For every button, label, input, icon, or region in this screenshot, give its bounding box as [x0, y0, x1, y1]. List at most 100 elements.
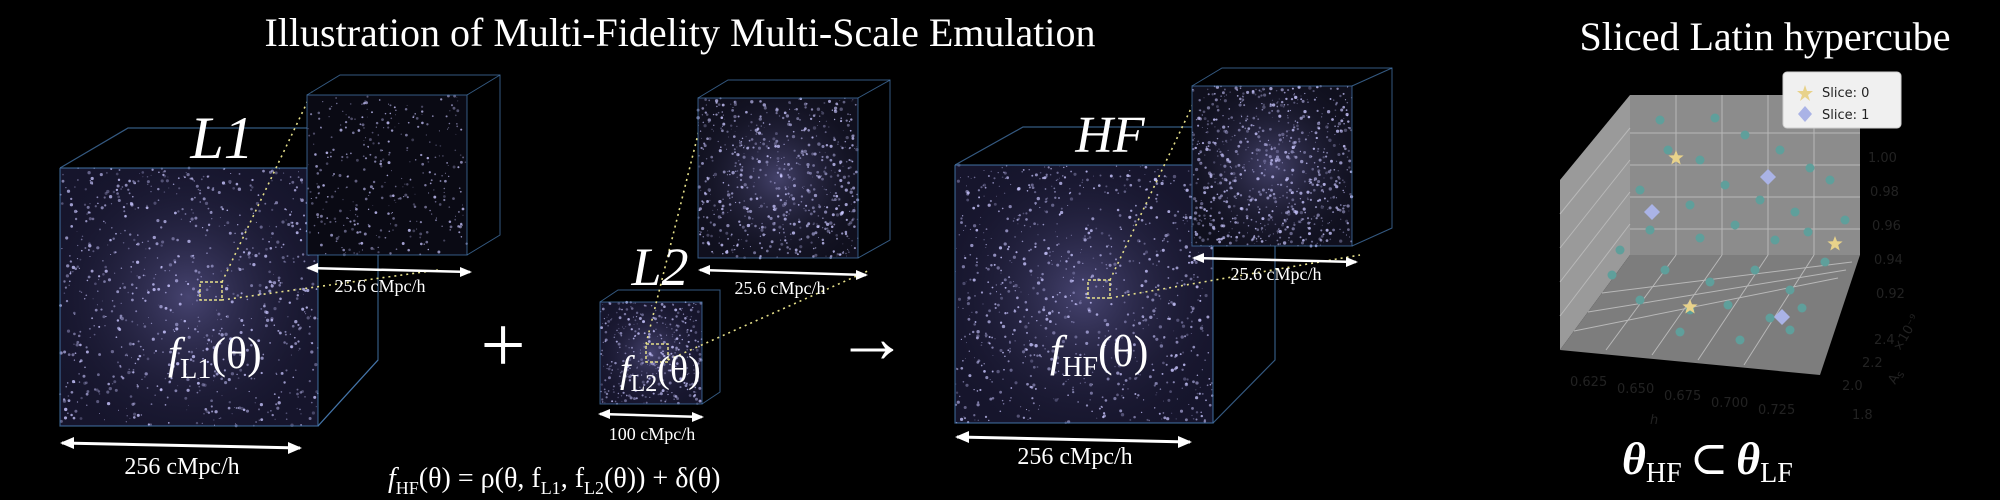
particle — [687, 303, 691, 307]
particle — [966, 302, 970, 306]
particle — [660, 351, 663, 354]
particle — [854, 147, 856, 149]
particle — [409, 161, 411, 163]
particle — [1255, 107, 1258, 109]
particle — [216, 319, 218, 321]
particle — [1151, 363, 1154, 366]
particle — [1186, 378, 1189, 381]
particle — [1290, 97, 1294, 101]
y-axis-label: As — [1885, 367, 1907, 388]
particle — [1259, 193, 1262, 196]
particle — [341, 246, 343, 249]
particle — [726, 223, 730, 228]
particle — [210, 363, 213, 366]
particle — [303, 260, 306, 263]
particle — [1123, 320, 1127, 324]
particle — [1325, 239, 1329, 242]
particle — [1223, 129, 1227, 133]
particle — [766, 164, 769, 166]
particle — [657, 335, 659, 337]
particle — [284, 330, 287, 333]
particle — [1010, 397, 1012, 399]
particle — [671, 345, 674, 349]
particle — [1218, 240, 1222, 244]
particle — [1223, 164, 1227, 168]
particle — [841, 232, 844, 235]
particle — [381, 118, 384, 121]
particle — [1286, 185, 1288, 188]
particle — [749, 209, 753, 213]
particle — [717, 215, 722, 219]
particle — [107, 278, 112, 282]
particle — [1244, 127, 1247, 130]
particle — [85, 346, 88, 349]
particle — [1101, 262, 1103, 264]
particle — [1154, 382, 1157, 385]
particle — [1159, 388, 1162, 390]
particle — [722, 170, 726, 174]
particle — [241, 353, 243, 355]
particle — [448, 175, 450, 178]
particle — [1299, 116, 1303, 120]
particle — [967, 296, 971, 300]
particle — [128, 179, 131, 183]
particle — [1014, 235, 1017, 238]
particle — [407, 121, 410, 124]
particle — [850, 203, 852, 205]
hf-zoom-cube — [1191, 67, 1393, 248]
particle — [311, 342, 314, 345]
particle — [1173, 355, 1177, 359]
particle — [1315, 136, 1318, 140]
particle — [853, 200, 856, 204]
particle — [1281, 212, 1283, 214]
particle — [1166, 355, 1168, 357]
particle — [1259, 165, 1262, 168]
particle — [1293, 126, 1296, 129]
particle — [292, 257, 295, 260]
particle — [310, 308, 313, 311]
particle — [692, 349, 694, 351]
particle — [773, 228, 776, 232]
particle — [429, 182, 432, 185]
particle — [328, 116, 330, 118]
particle — [361, 123, 365, 127]
particle — [387, 103, 390, 105]
particle — [257, 408, 261, 411]
particle — [964, 335, 966, 338]
particle — [1279, 196, 1281, 199]
particle — [1214, 177, 1216, 180]
particle — [444, 172, 446, 174]
particle — [782, 213, 786, 217]
particle — [1334, 125, 1336, 128]
particle — [780, 239, 782, 241]
particle — [784, 236, 787, 238]
particle — [180, 358, 182, 361]
particle — [329, 151, 332, 154]
particle — [840, 117, 843, 120]
particle — [1140, 219, 1144, 222]
particle — [1082, 262, 1084, 265]
particle — [189, 385, 191, 387]
particle — [604, 402, 606, 404]
particle — [716, 105, 718, 108]
particle — [707, 188, 711, 192]
particle — [431, 213, 433, 215]
particle — [1242, 97, 1244, 100]
particle — [774, 144, 777, 148]
particle — [1158, 412, 1161, 415]
particle — [809, 114, 811, 116]
particle — [1028, 169, 1030, 171]
particle — [1153, 407, 1156, 409]
particle — [73, 359, 76, 361]
particle — [412, 186, 414, 188]
particle — [289, 392, 291, 394]
particle — [956, 400, 960, 404]
particle — [826, 227, 829, 230]
particle — [1190, 311, 1193, 314]
particle — [811, 152, 815, 156]
particle — [1102, 285, 1105, 288]
particle — [1213, 199, 1215, 202]
particle — [88, 244, 92, 248]
particle — [698, 165, 701, 168]
particle — [1126, 352, 1129, 354]
